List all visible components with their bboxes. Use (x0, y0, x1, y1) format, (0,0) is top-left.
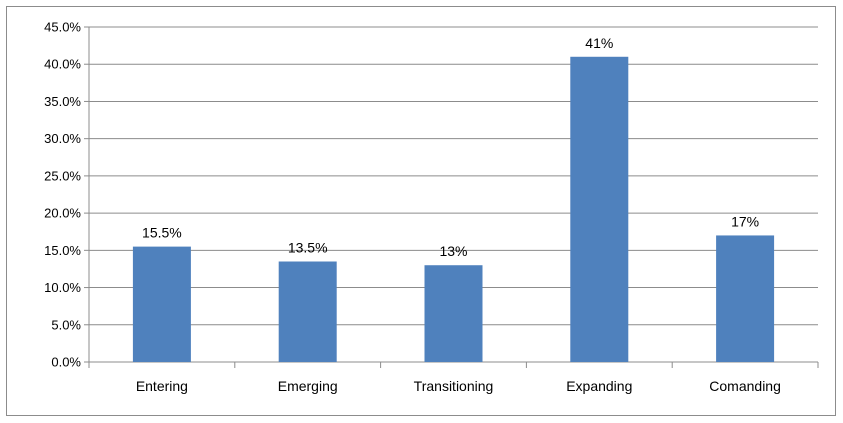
y-tick-label: 5.0% (51, 317, 81, 332)
x-tick-label: Transitioning (414, 378, 494, 394)
y-tick-label: 40.0% (44, 57, 81, 72)
x-axis-ticks: Entering Emerging Transitioning Expanding Co… (136, 378, 781, 394)
y-tick-label: 25.0% (44, 168, 81, 183)
y-tick-label: 45.0% (44, 20, 81, 35)
data-label: 17% (731, 213, 759, 229)
gridlines (84, 26, 819, 368)
x-tick-label: Entering (136, 378, 188, 394)
y-tick-label: 20.0% (44, 206, 81, 221)
bar-emerging (278, 261, 337, 362)
data-label: 15.5% (142, 225, 182, 241)
y-axis-ticks: 0.0% 5.0% 10.0% 15.0% 20.0% 25.0% 30.0% 35.0% 40… (44, 20, 81, 370)
y-tick-label: 10.0% (44, 280, 81, 295)
data-label: 13% (439, 243, 467, 259)
y-tick-label: 0.0% (51, 355, 81, 370)
x-tick-label: Expanding (566, 378, 632, 394)
x-tick-label: Emerging (278, 378, 338, 394)
data-labels: 15.5% 13.5% 13% 41% 17% (142, 35, 759, 259)
data-label: 13.5% (288, 240, 328, 256)
x-tick-label: Comanding (709, 378, 781, 394)
bar-transitioning (424, 265, 483, 362)
bar-entering (132, 246, 191, 362)
y-tick-label: 35.0% (44, 94, 81, 109)
bar-expanding (570, 56, 629, 363)
y-tick-label: 15.0% (44, 243, 81, 258)
bar-comanding (716, 235, 775, 362)
data-label: 41% (585, 35, 613, 51)
bars (132, 56, 775, 363)
y-tick-label: 30.0% (44, 131, 81, 146)
